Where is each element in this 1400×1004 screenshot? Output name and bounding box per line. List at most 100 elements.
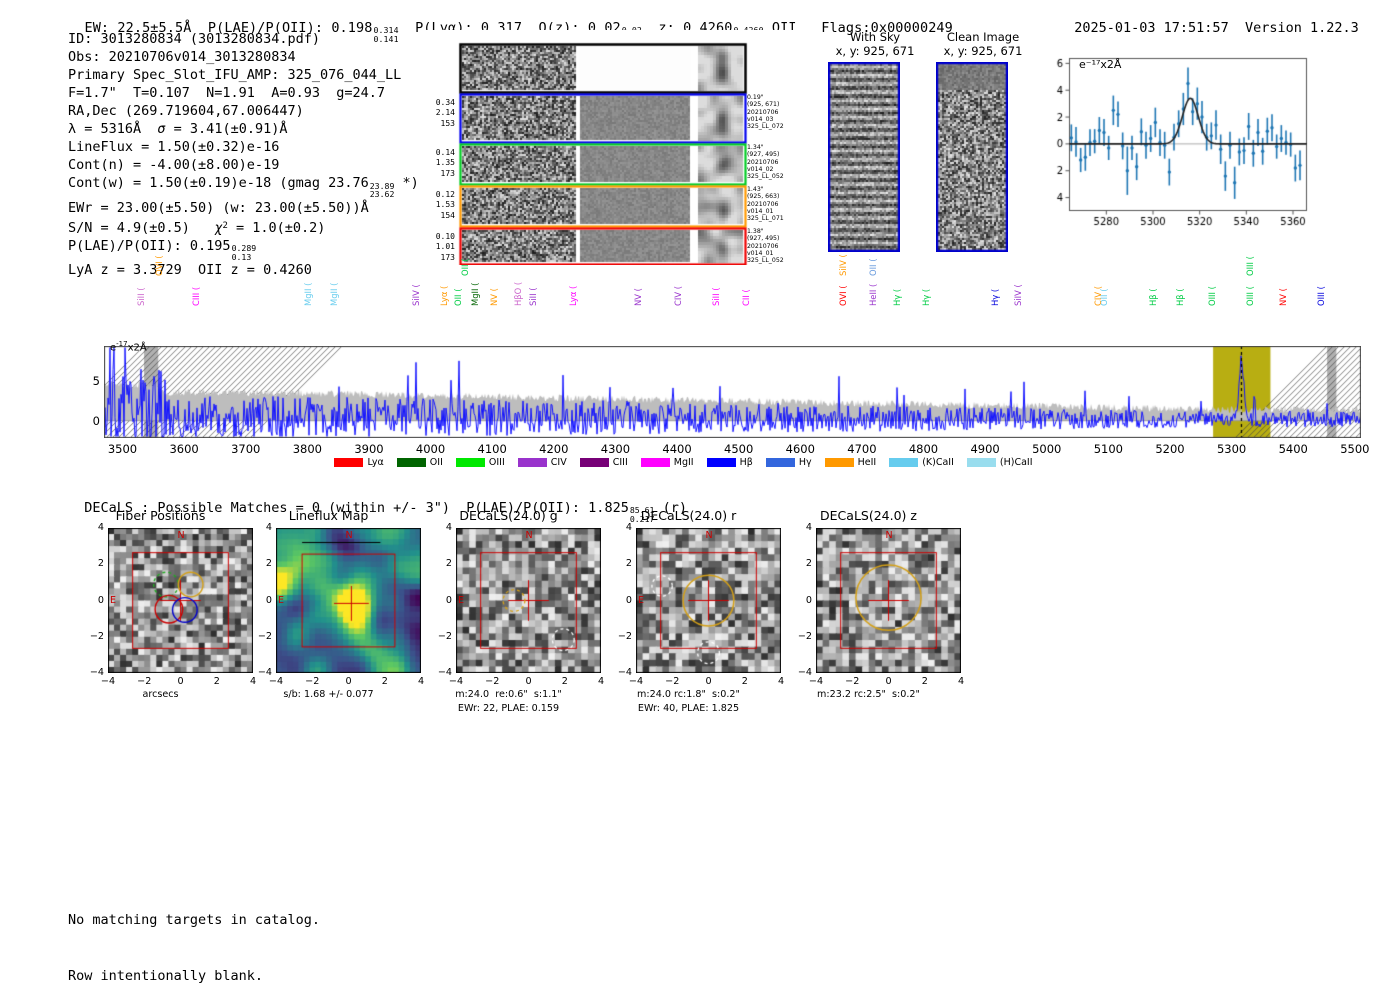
- info-ewr: EWr = 23.00(±5.50) (w: 23.00(±5.50))Å: [68, 199, 369, 216]
- cutout-panel-g: DECaLS(24.0) g N E −4 −4 −2 −2 0 0 2 2 4 4 m:24.0 re:…: [420, 508, 605, 723]
- spectrum-xtick-4000: 4000: [415, 442, 446, 456]
- spec2d-row-stats-3: 0.10 1.01 173: [435, 232, 455, 262]
- plae2-hi: 0.289: [231, 243, 257, 254]
- footer-line-1: No matching targets in catalog.: [68, 912, 320, 928]
- legend-item-CIV: CIV: [517, 457, 567, 468]
- legend-item-(K)CaII: (K)CaII: [889, 457, 954, 468]
- compass-north-fiber: N: [177, 530, 185, 541]
- flags-label: Flags:: [796, 20, 871, 36]
- cutout-xtick-lineflux-3: 2: [381, 676, 388, 687]
- spectrum-xtick-4400: 4400: [662, 442, 692, 456]
- cutout-ytick-r-4: 4: [625, 522, 632, 533]
- legend-swatch-Hγ: [765, 458, 795, 467]
- legend-item-HeII: HeII: [824, 457, 876, 468]
- cutout-xtick-z-4: 4: [957, 676, 965, 687]
- cutout-xtick-r-4: 4: [777, 676, 785, 687]
- cutout-caption1-fiber: arcsecs: [142, 689, 179, 700]
- legend-label-MgII: MgII: [673, 457, 694, 468]
- spectrum-ytick-0: 0: [92, 413, 100, 428]
- cutout-ytick-z-4: 4: [805, 522, 812, 533]
- legend-item-(H)CaII: (H)CaII: [966, 457, 1033, 468]
- spectrum-xtick-3600: 3600: [169, 442, 199, 456]
- full-spectrum-panel: SiII (OVI (CIII (MgII (MgII (SiIV (Lyα (…: [60, 254, 1370, 473]
- cutout-ytick-r-1: −2: [617, 630, 632, 642]
- cutout-xtick-r-3: 2: [741, 676, 748, 687]
- legend-swatch-(H)CaII: [966, 458, 996, 467]
- legend-label-Hβ: Hβ: [739, 457, 753, 468]
- plae-lo: 0.141: [373, 33, 399, 44]
- spec2d-row-stats-0: 0.34 2.14 153: [435, 98, 455, 128]
- decals-summary-band: (r): [654, 500, 687, 516]
- cutout-ytick-g-4: 4: [445, 522, 452, 533]
- info-sn: S/N = 4.9(±0.5) χ2 = 1.0(±0.2): [68, 217, 419, 237]
- cutout-title-r: DECaLS(24.0) r: [640, 508, 737, 523]
- cutout-ytick-g-3: 2: [445, 558, 452, 570]
- spectrum-xtick-3700: 3700: [231, 442, 261, 456]
- spectrum-xtick-4500: 4500: [724, 442, 754, 456]
- cutout-xtick-g-4: 4: [597, 676, 605, 687]
- info-id: ID: 3013280834 (3013280834.pdf): [68, 31, 320, 47]
- cutout-title-lineflux: Lineflux Map: [288, 508, 369, 523]
- legend-label-CIII: CIII: [612, 457, 628, 468]
- spec2d-panel-group: 2D Spec Pixel Flat Smoothed Weighted Sum…: [425, 30, 805, 265]
- gmag-range: 23.89 23.62: [370, 182, 395, 199]
- ew-label: EW:: [84, 20, 118, 36]
- cutout-caption2-g: EWr: 22, PLAE: 0.159: [457, 703, 560, 714]
- info-redshifts: LyA z = 3.3729 OII z = 0.4260: [68, 262, 312, 279]
- zoom-flux-units: e⁻¹⁷x2Å: [1079, 58, 1122, 71]
- cutout-caption1-z: m:23.2 rc:2.5" s:0.2": [817, 689, 920, 700]
- legend-item-MgII: MgII: [640, 457, 694, 468]
- emission-line-zoom-plot: e⁻¹⁷x2Å: [1035, 52, 1313, 237]
- cutout-ytick-r-2: 0: [625, 594, 632, 606]
- cutout-ytick-g-2: 0: [445, 594, 452, 606]
- cutout-xtick-fiber-0: −4: [100, 676, 116, 687]
- spectrum-xtick-5500: 5500: [1340, 442, 1370, 456]
- cutout-xtick-lineflux-1: −2: [305, 676, 320, 687]
- spec2d-row-stats-1: 0.14 1.35 173: [435, 148, 455, 178]
- spectrum-flux-units: e-17x2Å: [110, 340, 147, 354]
- emission-line-zoom-canvas: [1035, 52, 1313, 237]
- clean-image: [936, 62, 1008, 252]
- plae2-range: 0.289 0.13: [232, 244, 257, 261]
- compass-east-lineflux: E: [278, 594, 285, 606]
- cutout-xtick-fiber-1: −2: [137, 676, 152, 687]
- cutout-image-g: [456, 528, 601, 673]
- legend-swatch-CIV: [517, 458, 547, 467]
- spectrum-xtick-3800: 3800: [292, 442, 322, 456]
- legend-item-Hβ: Hβ: [706, 457, 753, 468]
- spec2d-row-meta-0: 0.19" (925, 671) 20210706 v014_03 325_LL…: [747, 94, 784, 131]
- decals-plae-hi: 85.61: [629, 505, 655, 516]
- compass-north-r: N: [705, 530, 713, 541]
- cutout-ytick-z-2: 0: [805, 594, 812, 606]
- spectrum-xtick-4100: 4100: [477, 442, 507, 456]
- legend-item-Lyα: Lyα: [334, 457, 384, 468]
- cutout-xtick-lineflux-4: 4: [417, 676, 425, 687]
- info-seeing: F=1.7" T=0.107 N=1.91 A=0.93 g=24.7: [68, 85, 385, 102]
- compass-north-lineflux: N: [345, 530, 353, 541]
- compass-east-fiber: E: [110, 594, 117, 606]
- cutout-ytick-r-0: −4: [617, 667, 632, 678]
- sky-cutout-group: With Sky x, y: 925, 671 Clean Image x, y…: [800, 30, 1030, 252]
- plae2-lo: 0.13: [231, 251, 252, 262]
- gmag-lo: 23.62: [369, 189, 395, 200]
- spectrum-xtick-4700: 4700: [847, 442, 877, 456]
- cutout-xtick-z-0: −4: [808, 676, 824, 687]
- chi-value: = 1.0(±0.2): [227, 219, 326, 236]
- cutout-panel-row: Fiber Positions N E −4 −4 −2 −2 0 0 2 2 4 4 arcsecs Li…: [60, 508, 1020, 728]
- cutout-xtick-g-2: 0: [525, 676, 532, 687]
- cutout-image-fiber: [108, 528, 253, 673]
- cutout-xtick-g-3: 2: [561, 676, 568, 687]
- cutout-ytick-fiber-1: −2: [89, 630, 104, 642]
- spectrum-xtick-5000: 5000: [1032, 442, 1062, 456]
- cutout-xtick-lineflux-0: −4: [268, 676, 284, 687]
- legend-item-Hγ: Hγ: [765, 457, 812, 468]
- legend-swatch-OIII: [455, 458, 485, 467]
- spectrum-xtick-5400: 5400: [1278, 442, 1308, 456]
- timestamp-version: 2025-01-03 17:51:57 Version 1.22.3: [1058, 4, 1359, 36]
- legend-swatch-(K)CaII: [889, 458, 919, 467]
- compass-east-g: E: [458, 594, 465, 606]
- cutout-ytick-lineflux-1: −2: [257, 630, 272, 642]
- cutout-ytick-fiber-3: 2: [97, 558, 104, 570]
- footer-line-2: Row intentionally blank.: [68, 967, 264, 984]
- contw-tail: *): [394, 175, 419, 192]
